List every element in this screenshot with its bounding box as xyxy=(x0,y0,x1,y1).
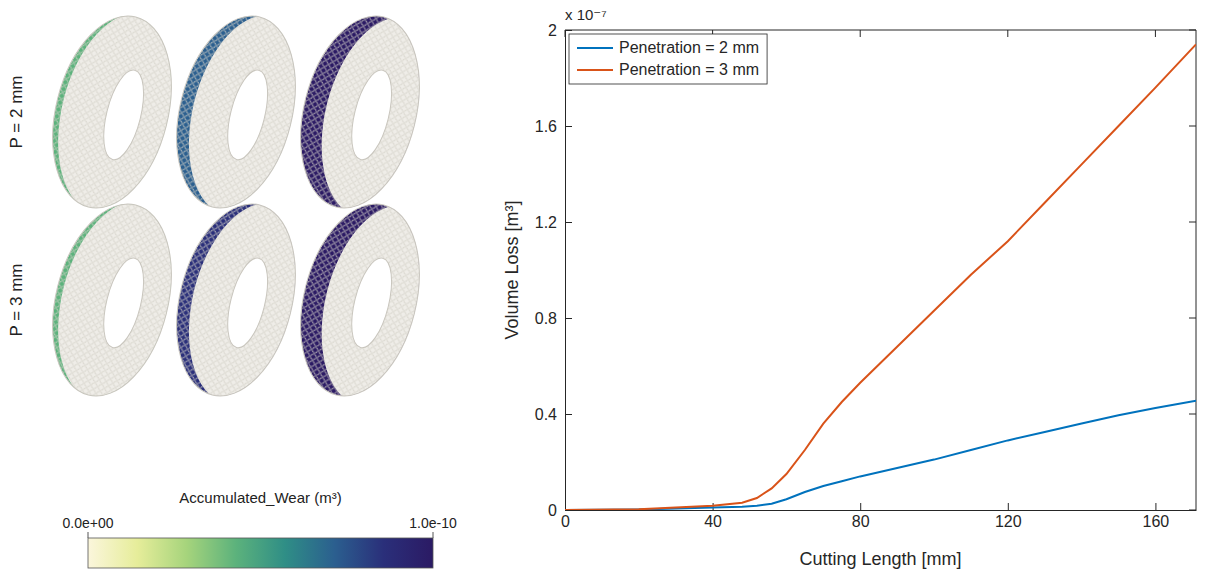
y-tick-mark-right xyxy=(1189,30,1196,31)
figure: P = 2 mm P = 3 mm Accumulated_Wear (m³) 0.0… xyxy=(0,0,1207,577)
wear-band xyxy=(158,191,314,408)
x-tick-label: 120 xyxy=(995,513,1022,530)
colorbar-title: Accumulated_Wear (m³) xyxy=(179,489,341,506)
torus-texture xyxy=(34,191,190,408)
y-axis: 0 0.4 0.8 1.2 1.6 2 xyxy=(535,22,572,519)
colorbar-tick-label: 0.0e+00 xyxy=(63,515,114,531)
torus-texture xyxy=(34,3,190,220)
torus-outline xyxy=(282,3,438,220)
y-tick-mark xyxy=(565,414,572,415)
x-tick: 80 xyxy=(852,503,870,530)
y-axis-line xyxy=(565,31,566,511)
torus-texture xyxy=(158,191,314,408)
torus-outline xyxy=(158,191,314,408)
legend-label: Penetration = 2 mm xyxy=(619,39,759,56)
torus-texture xyxy=(282,191,438,408)
torus-hole xyxy=(220,66,275,163)
axis-multiplier: x 10⁻⁷ xyxy=(565,6,607,23)
torus-outline xyxy=(34,3,190,220)
legend: Penetration = 2 mm Penetration = 3 mm xyxy=(569,34,767,84)
series-line xyxy=(565,401,1196,510)
torus xyxy=(281,187,460,417)
x-axis-line xyxy=(566,510,1197,511)
legend-box xyxy=(569,34,767,84)
y-tick: 0.8 xyxy=(535,310,572,327)
colorbar-tick-label: 1.0e-10 xyxy=(409,515,457,531)
torus-outline xyxy=(34,191,190,408)
y-tick-label: 1.2 xyxy=(535,214,557,231)
y-tick-mark-right xyxy=(1189,222,1196,223)
y-tick: 0.4 xyxy=(535,406,572,423)
y-tick-mark-right xyxy=(1189,510,1196,511)
torus-hole xyxy=(96,254,151,351)
y-tick-mark-right xyxy=(1189,126,1196,127)
colorbar-tick xyxy=(433,532,434,538)
wear-band xyxy=(158,3,314,220)
y-tick-mark-right xyxy=(1189,318,1196,319)
torus-hole xyxy=(344,254,399,351)
y-tick-label: 0.4 xyxy=(535,406,557,423)
y-tick-mark xyxy=(565,510,572,511)
wear-band xyxy=(282,191,438,408)
x-tick-mark-top xyxy=(860,30,861,37)
torus-outline xyxy=(282,191,438,408)
colorbar xyxy=(88,538,433,568)
y-tick-mark xyxy=(565,222,572,223)
legend-label: Penetration = 3 mm xyxy=(619,61,759,78)
x-axis: 0 40 80 120 160 xyxy=(561,503,1196,530)
wear-band xyxy=(34,3,190,220)
y-tick: 0 xyxy=(548,502,572,519)
x-tick-mark-top xyxy=(1007,30,1008,37)
y-tick: 1.2 xyxy=(535,214,572,231)
wear-band xyxy=(34,191,190,408)
y-tick-label: 0 xyxy=(548,502,557,519)
frame-right xyxy=(1196,30,1197,510)
x-tick-mark xyxy=(1155,503,1156,510)
y-tick-mark xyxy=(565,126,572,127)
x-axis-title: Cutting Length [mm] xyxy=(799,549,961,569)
row-label: P = 2 mm xyxy=(7,76,26,149)
x-tick-mark xyxy=(860,503,861,510)
colorbar-tick xyxy=(88,532,89,538)
y-tick: 1.6 xyxy=(535,118,572,135)
x-tick-mark-top xyxy=(565,30,566,37)
torus-hole xyxy=(220,254,275,351)
torus-texture xyxy=(282,3,438,220)
wear-band xyxy=(282,3,438,220)
y-axis-title: Volume Loss [m³] xyxy=(502,200,522,339)
legend-swatch xyxy=(577,47,613,49)
torus-hole xyxy=(96,66,151,163)
y-tick-mark-right xyxy=(1189,414,1196,415)
series-line xyxy=(565,44,1196,510)
legend-swatch xyxy=(577,69,613,71)
frame-top xyxy=(565,30,1196,31)
torus-texture xyxy=(158,3,314,220)
x-tick-label: 40 xyxy=(704,513,722,530)
plot-background xyxy=(565,30,1196,510)
x-tick: 120 xyxy=(995,503,1022,530)
y-tick-mark xyxy=(565,318,572,319)
torus xyxy=(281,0,460,230)
x-tick-label: 160 xyxy=(1143,513,1170,530)
x-tick: 160 xyxy=(1143,503,1170,530)
torus xyxy=(33,0,197,226)
row-label: P = 3 mm xyxy=(7,264,26,337)
y-tick-label: 2 xyxy=(548,22,557,39)
x-tick-mark-top xyxy=(1155,30,1156,37)
x-tick-label: 0 xyxy=(561,513,570,530)
torus xyxy=(157,187,328,415)
y-tick-label: 1.6 xyxy=(535,118,557,135)
torus-outline xyxy=(158,3,314,220)
x-tick-mark xyxy=(1008,503,1009,510)
torus-hole xyxy=(344,66,399,163)
plot-area xyxy=(565,44,1196,510)
y-tick-label: 0.8 xyxy=(535,310,557,327)
torus xyxy=(33,187,197,413)
x-tick-label: 80 xyxy=(852,513,870,530)
